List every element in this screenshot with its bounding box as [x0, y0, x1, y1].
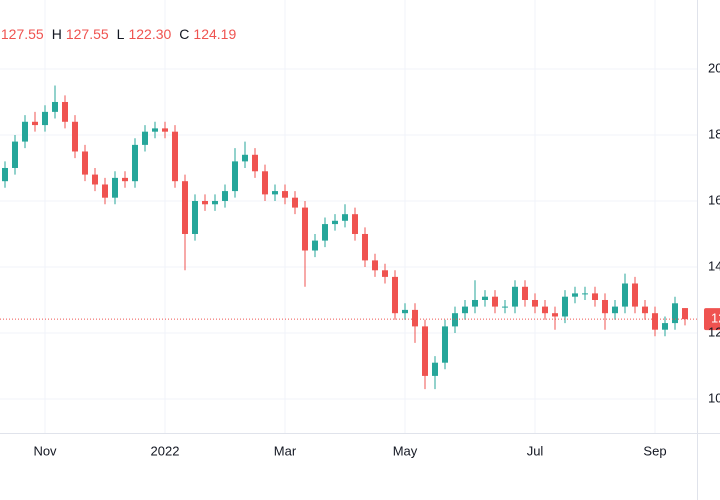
candle-body	[392, 276, 398, 314]
ohlc-value: 122.30	[128, 26, 171, 42]
candle-body	[582, 293, 588, 295]
candle-body	[302, 207, 308, 251]
candle-body	[72, 121, 78, 152]
candle-body	[62, 101, 68, 122]
candle-body	[482, 296, 488, 300]
candle-body	[162, 128, 168, 132]
grid	[0, 0, 697, 433]
candle-body	[242, 154, 248, 162]
candle-body	[412, 309, 418, 327]
candle-body	[102, 184, 108, 198]
last-price-label: 124.19	[711, 311, 720, 326]
y-tick-label: 120	[708, 324, 720, 339]
candle-body	[52, 101, 58, 112]
candle-body	[352, 214, 358, 234]
last-price-tag	[704, 308, 720, 331]
candle-body	[332, 220, 338, 225]
y-tick-label: 140	[708, 258, 720, 273]
candle-body	[142, 131, 148, 145]
candle-body	[222, 191, 228, 201]
candle-body	[282, 191, 288, 198]
candle-body	[552, 313, 558, 317]
candle-body	[172, 131, 178, 182]
ohlc-key: C	[179, 26, 189, 42]
x-tick-label: 2022	[151, 443, 180, 458]
candle-body	[232, 161, 238, 192]
candle-body	[2, 167, 8, 182]
candle-body	[272, 191, 278, 195]
candle-body	[92, 174, 98, 185]
candle-body	[42, 111, 48, 126]
x-tick-label: Nov	[33, 443, 57, 458]
candle-body	[192, 200, 198, 234]
candle-body	[32, 121, 38, 126]
candle-body	[472, 299, 478, 307]
candle-body	[402, 309, 408, 314]
candle-body	[362, 233, 368, 261]
candle-body	[422, 326, 428, 376]
candle-body	[372, 260, 378, 271]
ohlc-key: L	[117, 26, 125, 42]
candle-body	[632, 283, 638, 307]
y-tick-label: 160	[708, 192, 720, 207]
y-tick-label: 100	[708, 390, 720, 405]
candle-body	[612, 306, 618, 314]
candle-body	[502, 306, 508, 308]
candle-body	[512, 286, 518, 307]
candle-body	[292, 197, 298, 208]
candle-body	[642, 306, 648, 314]
ohlc-key: H	[52, 26, 62, 42]
candle-body	[622, 283, 628, 307]
candle-body	[442, 326, 448, 363]
ohlc-value: 127.55	[1, 26, 44, 42]
candle-body	[212, 200, 218, 205]
candle-body	[182, 181, 188, 234]
candle-body	[382, 270, 388, 277]
x-tick-label: May	[393, 443, 418, 458]
ohlc-value: 127.55	[66, 26, 109, 42]
labels: 100 120 140 160 180 200 Nov 2022 Mar May Jul Sep 124…	[0, 26, 720, 459]
candle-body	[542, 306, 548, 314]
candle-body	[262, 171, 268, 195]
candle-body	[342, 214, 348, 221]
candle-body	[492, 296, 498, 307]
candle-body	[312, 240, 318, 251]
candle-body	[572, 293, 578, 297]
candle-body	[202, 200, 208, 205]
candle-body	[452, 313, 458, 327]
candle-body	[132, 144, 138, 182]
x-tick-label: Jul	[527, 443, 544, 458]
candle-body	[562, 296, 568, 317]
candle-body	[152, 128, 158, 132]
candle-body	[682, 308, 688, 320]
candle-body	[532, 299, 538, 307]
candle-body	[112, 177, 118, 198]
candle-body	[662, 323, 668, 330]
candles	[0, 85, 720, 390]
candle-body	[82, 151, 88, 175]
candle-body	[592, 293, 598, 300]
candle-body	[672, 303, 678, 324]
x-tick-label: Sep	[643, 443, 666, 458]
candle-body	[522, 286, 528, 300]
ohlc-value: 124.19	[193, 26, 236, 42]
candle-body	[462, 306, 468, 314]
y-tick-label: 200	[708, 60, 720, 75]
candle-body	[322, 224, 328, 241]
candle-body	[122, 177, 128, 182]
candle-body	[602, 299, 608, 314]
x-tick-label: Mar	[274, 443, 297, 458]
candle-body	[252, 154, 258, 172]
candle-body	[432, 362, 438, 376]
candle-body	[652, 313, 658, 330]
candle-body	[12, 141, 18, 168]
candle-body	[22, 121, 28, 142]
y-tick-label: 180	[708, 126, 720, 141]
